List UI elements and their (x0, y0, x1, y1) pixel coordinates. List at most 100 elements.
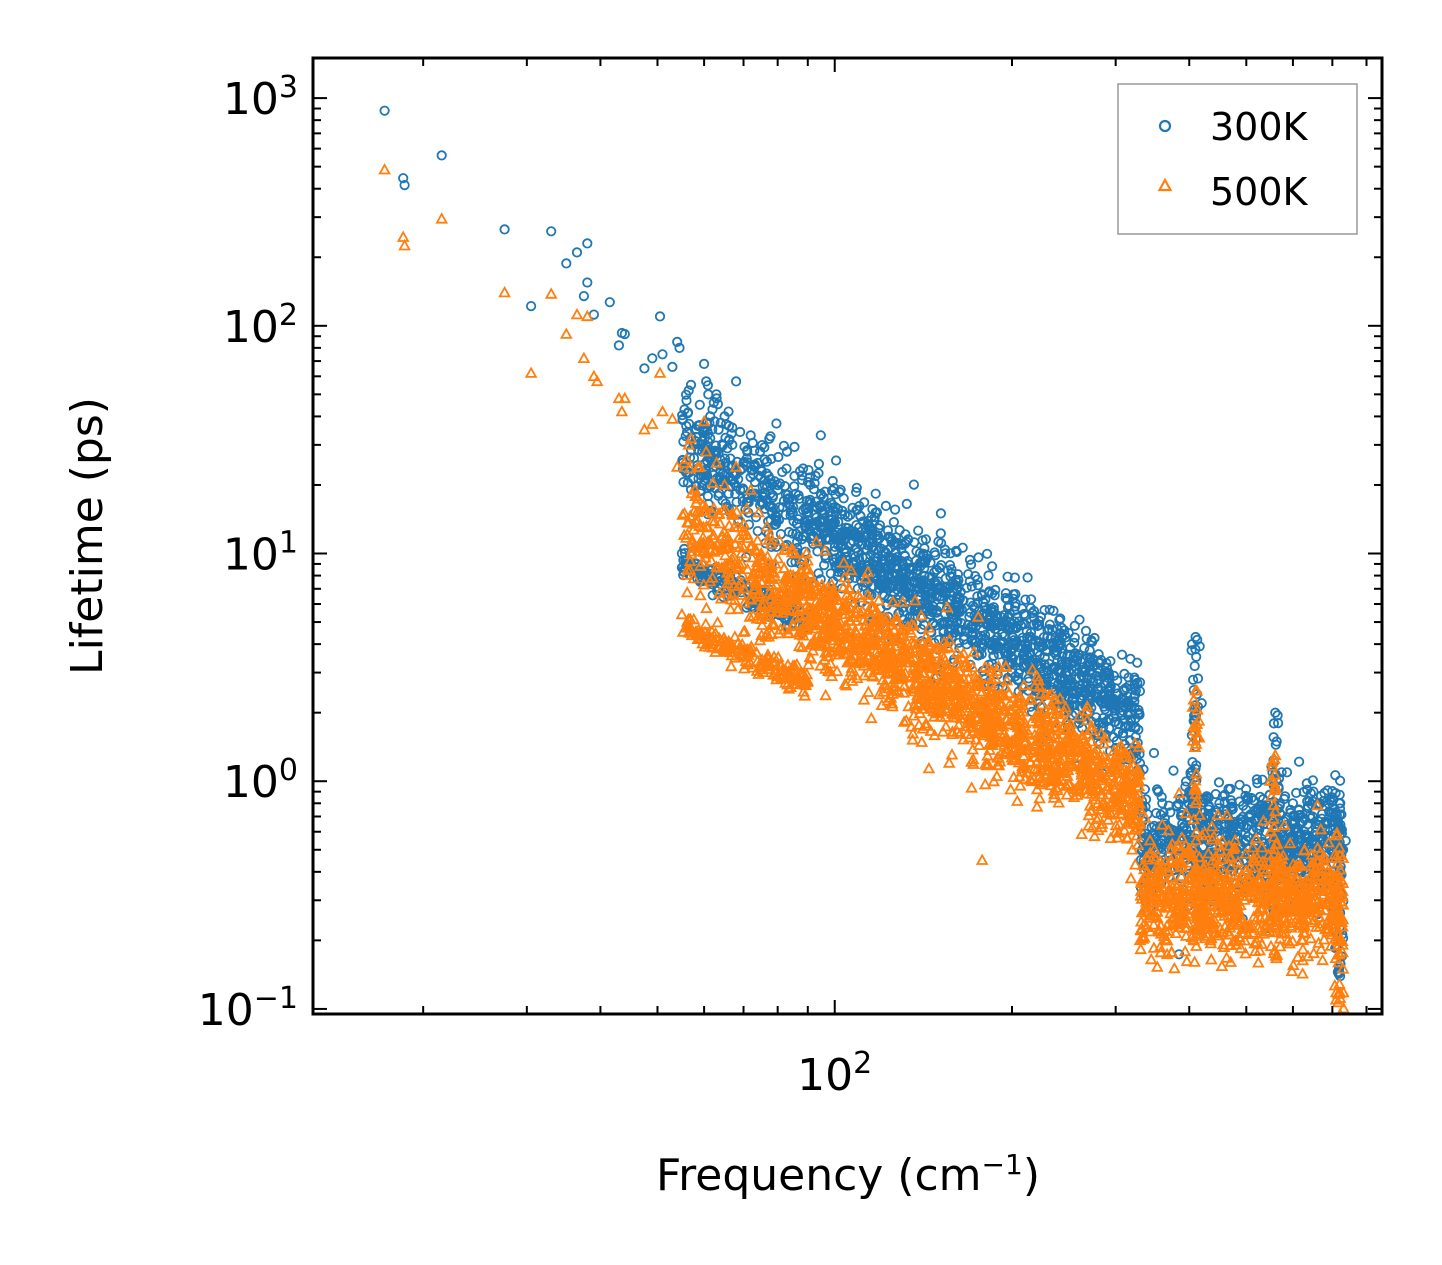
point-300k (1006, 667, 1018, 678)
point-300k (958, 595, 969, 606)
point-500k (714, 592, 728, 604)
point-300k (1130, 674, 1141, 686)
point-300k (1094, 717, 1105, 729)
point-300k (1257, 774, 1268, 785)
point-300k (872, 530, 884, 541)
point-500k (836, 639, 849, 652)
point-300k (1104, 670, 1115, 681)
point-300k (853, 553, 865, 564)
point-300k (993, 649, 1005, 660)
point-300k (1119, 721, 1131, 732)
point-300k (915, 561, 926, 572)
point-500k (1095, 768, 1109, 780)
point-500k (886, 687, 899, 699)
point-300k (796, 470, 808, 481)
point-300k (1304, 796, 1315, 807)
point-300k (809, 478, 820, 489)
point-300k (1080, 625, 1092, 637)
point-500k (919, 716, 933, 729)
point-500k (1095, 771, 1109, 783)
point-300k (757, 481, 768, 493)
point-300k (561, 258, 572, 269)
point-300k (707, 404, 718, 415)
point-300k (918, 548, 929, 559)
point-500k (1199, 859, 1212, 871)
point-300k (1010, 621, 1021, 632)
point-500k (687, 517, 701, 529)
point-500k (1162, 823, 1175, 836)
point-300k (1335, 798, 1346, 809)
point-300k (1069, 656, 1080, 667)
point-300k (1299, 826, 1310, 837)
point-500k (1045, 702, 1059, 715)
point-300k (578, 290, 590, 302)
point-300k (1169, 826, 1180, 837)
point-500k (694, 588, 707, 601)
point-500k (1206, 878, 1219, 890)
point-300k (1297, 816, 1308, 827)
point-300k (990, 584, 1001, 596)
point-300k (1013, 686, 1024, 697)
point-500k (788, 547, 802, 559)
point-500k (1224, 955, 1238, 967)
point-500k (1120, 816, 1134, 828)
point-300k (764, 433, 775, 444)
point-300k (889, 504, 901, 515)
point-300k (571, 247, 583, 258)
point-300k (856, 532, 867, 544)
point-300k (818, 492, 829, 503)
point-300k (882, 525, 894, 536)
point-500k (1028, 762, 1041, 774)
point-300k (965, 607, 976, 618)
point-300k (966, 581, 977, 592)
point-500k (1317, 888, 1330, 900)
point-300k (827, 528, 839, 539)
point-500k (899, 714, 913, 726)
point-300k (829, 530, 840, 541)
point-300k (860, 522, 871, 533)
point-500k (1033, 791, 1046, 804)
point-300k (876, 570, 887, 581)
point-300k (1091, 712, 1102, 723)
point-500k (1032, 770, 1046, 782)
point-300k (1086, 635, 1097, 646)
point-500k (1215, 852, 1229, 864)
point-500k (1132, 740, 1146, 752)
point-300k (1104, 682, 1115, 693)
point-300k (1188, 674, 1199, 685)
point-500k (922, 621, 936, 633)
point-300k (1189, 660, 1200, 672)
point-500k (1033, 680, 1047, 692)
point-300k (983, 570, 994, 581)
point-300k (738, 457, 749, 468)
point-500k (802, 601, 816, 613)
point-300k (970, 636, 982, 647)
point-300k (766, 453, 777, 465)
point-500k (680, 515, 694, 528)
point-300k (988, 602, 999, 613)
point-500k (1136, 858, 1150, 870)
point-300k (499, 224, 510, 235)
point-300k (1010, 601, 1021, 612)
point-500k (703, 574, 717, 587)
point-300k (836, 508, 847, 520)
point-300k (1307, 811, 1318, 822)
point-300k (958, 631, 970, 642)
point-500k (1071, 735, 1085, 748)
point-500k (896, 595, 909, 607)
point-300k (677, 455, 688, 466)
point-500k (980, 758, 993, 771)
point-500k (1104, 831, 1118, 843)
point-500k (889, 680, 903, 692)
point-300k (891, 537, 902, 548)
point-300k (1002, 571, 1013, 582)
point-500k (911, 666, 925, 679)
point-500k (1043, 774, 1057, 787)
point-300k (1285, 807, 1296, 819)
point-300k (1034, 615, 1045, 627)
point-300k (1203, 800, 1214, 811)
point-500k (1088, 829, 1101, 842)
point-300k (701, 376, 712, 387)
point-300k (1022, 572, 1033, 583)
point-500k (1228, 833, 1242, 846)
